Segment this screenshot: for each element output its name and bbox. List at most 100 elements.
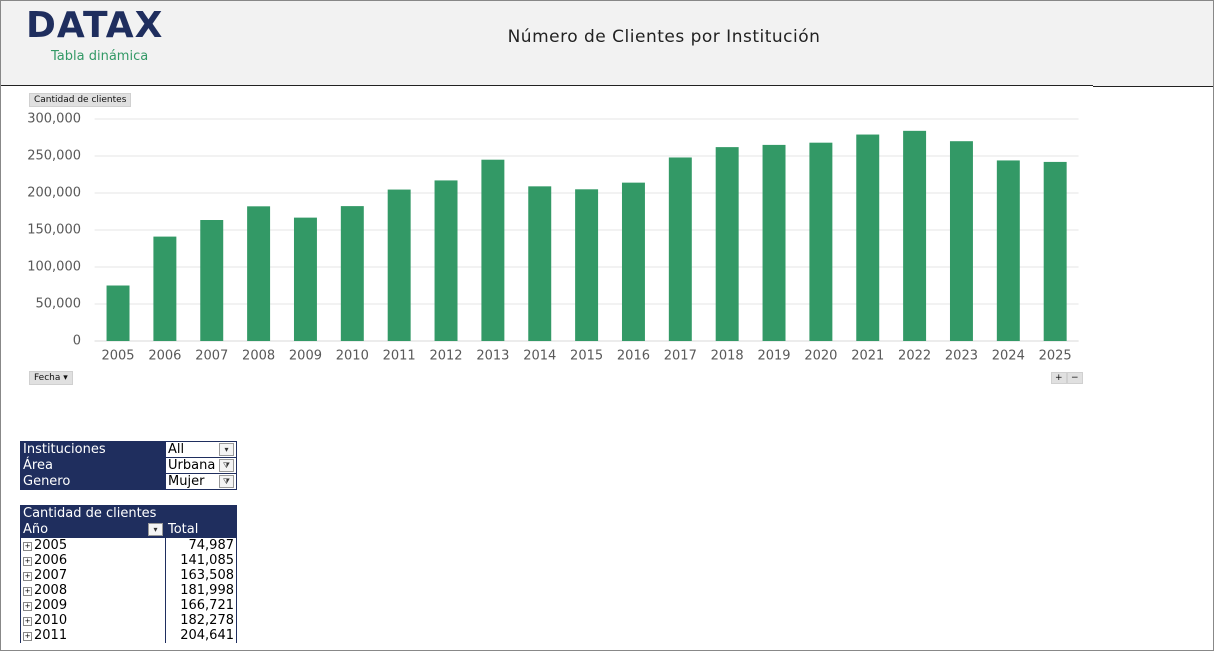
pivot-header-row: ▾ Año Total: [20, 521, 237, 538]
pivot-total: 204,641: [165, 628, 237, 643]
filter-value: ⧩ Urbana: [165, 457, 237, 474]
axis-field-button[interactable]: Fecha ▾: [29, 371, 73, 385]
filter-dropdown[interactable]: ▾: [219, 443, 234, 456]
filter-label: Instituciones: [20, 441, 166, 458]
filter-row: Genero ⧩ Mujer: [20, 473, 237, 490]
x-tick-label: 2017: [664, 349, 697, 364]
y-tick-label: 150,000: [27, 223, 81, 238]
y-tick-label: 200,000: [27, 186, 81, 201]
bar: [949, 141, 973, 341]
filter-value: ▾ All: [165, 441, 237, 458]
pivot-measure: Cantidad de clientes: [20, 505, 166, 522]
pivot-year: +2005: [20, 537, 166, 553]
pivot-row: +2007 163,508: [20, 568, 237, 583]
bar: [293, 217, 317, 341]
x-tick-label: 2025: [1039, 349, 1072, 364]
pivot-header-row: Cantidad de clientes: [20, 505, 237, 522]
bar: [856, 134, 880, 341]
bar: [481, 159, 505, 341]
pivot-year: +2010: [20, 613, 166, 628]
filter-value-text: Mujer: [168, 474, 205, 489]
expand-icon[interactable]: +: [23, 617, 32, 626]
y-tick-label: 250,000: [27, 149, 81, 164]
pivot-row: +2006 141,085: [20, 553, 237, 568]
expand-icon[interactable]: +: [23, 542, 32, 551]
row-field-text: Año: [23, 522, 49, 537]
bar: [106, 285, 130, 341]
filter-dropdown[interactable]: ⧩: [219, 475, 234, 488]
x-tick-label: 2005: [101, 349, 134, 364]
x-tick-label: 2008: [242, 349, 275, 364]
bar: [621, 182, 645, 341]
bar: [996, 160, 1020, 341]
pivot-total: 181,998: [165, 583, 237, 598]
bar: [387, 189, 411, 341]
pivot-year: +2007: [20, 568, 166, 583]
pivot-year: +2008: [20, 583, 166, 598]
y-tick-label: 0: [73, 334, 81, 349]
pivot-total: 166,721: [165, 598, 237, 613]
x-tick-label: 2018: [711, 349, 744, 364]
x-tick-label: 2013: [476, 349, 509, 364]
pivot-total: 74,987: [165, 537, 237, 553]
bar: [903, 130, 927, 341]
x-tick-label: 2009: [289, 349, 322, 364]
dashboard-title: Número de Clientes por Institución: [507, 27, 821, 47]
filter-row: Instituciones ▾ All: [20, 441, 237, 458]
pivot-total: 141,085: [165, 553, 237, 568]
logo: DATAX: [26, 5, 164, 46]
pivot-row: +2005 74,987: [20, 537, 237, 553]
chart: 0 50,000 100,000 150,000 200,000 250,000 300,0…: [27, 112, 1079, 364]
pivot-year-text: 2011: [34, 628, 68, 643]
bar: [668, 157, 692, 341]
bar: [715, 147, 739, 341]
pivot-total: 182,278: [165, 613, 237, 628]
expand-icon[interactable]: +: [23, 572, 32, 581]
x-tick-label: 2015: [570, 349, 603, 364]
expand-icon[interactable]: +: [23, 587, 32, 596]
logo-subtitle: Tabla dinámica: [51, 49, 149, 64]
expand-icon[interactable]: +: [23, 602, 32, 611]
pivot-year-text: 2009: [34, 598, 68, 613]
bar: [528, 186, 552, 341]
pivot-year: +2006: [20, 553, 166, 568]
x-tick-label: 2007: [195, 349, 228, 364]
x-tick-label: 2019: [757, 349, 790, 364]
bar: [200, 220, 224, 341]
bar: [575, 189, 599, 341]
x-tick-label: 2023: [945, 349, 978, 364]
pivot-year-text: 2005: [34, 538, 68, 553]
row-field-dropdown[interactable]: ▾: [148, 523, 163, 536]
pivot-year: +2011: [20, 628, 166, 643]
pivot-row: +2008 181,998: [20, 583, 237, 598]
expand-button[interactable]: +: [1051, 372, 1067, 384]
bar: [247, 206, 271, 341]
filter-value: ⧩ Mujer: [165, 473, 237, 490]
x-tick-label: 2024: [992, 349, 1025, 364]
y-tick-label: 100,000: [27, 260, 81, 275]
field-button[interactable]: Cantidad de clientes: [29, 93, 132, 107]
pivot-year-text: 2008: [34, 583, 68, 598]
collapse-button[interactable]: −: [1067, 372, 1083, 384]
bar: [809, 142, 833, 341]
bar: [340, 206, 364, 341]
expand-icon[interactable]: +: [23, 632, 32, 641]
expand-icon[interactable]: +: [23, 557, 32, 566]
pivot-total: 163,508: [165, 568, 237, 583]
pivot-blank: [165, 505, 237, 522]
pivot-row: +2009 166,721: [20, 598, 237, 613]
y-tick-label: 50,000: [36, 297, 82, 312]
x-tick-label: 2021: [851, 349, 884, 364]
filter-value-text: All: [168, 442, 185, 457]
filter-dropdown[interactable]: ⧩: [219, 459, 234, 472]
pivot-row: +2011 204,641: [20, 628, 237, 643]
pivot-row-field: ▾ Año: [20, 521, 166, 538]
pivot-year: +2009: [20, 598, 166, 613]
filter-table: Instituciones ▾ All Área ⧩ Urbana Genero ⧩ Mujer: [20, 441, 237, 490]
x-tick-label: 2010: [336, 349, 369, 364]
header: DATAX Tabla dinámica Número de Clientes …: [1, 1, 1093, 86]
bar: [434, 180, 458, 341]
pivot-row: +2010 182,278: [20, 613, 237, 628]
